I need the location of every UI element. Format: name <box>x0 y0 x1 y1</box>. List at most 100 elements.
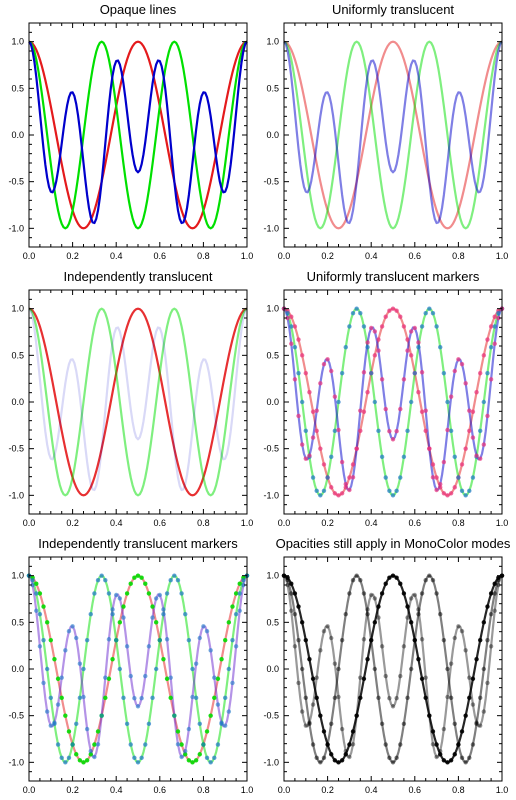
data-point <box>394 428 399 434</box>
data-point <box>197 635 202 641</box>
data-point <box>365 607 370 612</box>
data-point <box>223 723 228 728</box>
data-point <box>379 721 385 727</box>
data-point <box>314 755 319 760</box>
data-point <box>467 488 472 493</box>
y-tick-label: 0.0 <box>266 664 279 674</box>
data-point <box>419 637 425 642</box>
data-point <box>354 446 359 451</box>
data-point <box>314 695 319 701</box>
data-point <box>70 624 75 629</box>
series-line-3 <box>28 308 248 492</box>
data-point <box>332 695 338 701</box>
data-point <box>318 760 323 765</box>
data-point <box>237 591 242 596</box>
data-point <box>121 604 126 609</box>
data-point <box>347 742 352 747</box>
data-point <box>347 487 352 493</box>
data-point <box>423 675 428 680</box>
data-point <box>419 324 425 329</box>
data-point <box>470 409 476 414</box>
x-tick-label: 1.0 <box>241 251 254 261</box>
data-point <box>285 311 290 316</box>
data-point <box>361 676 367 681</box>
data-point <box>423 408 428 413</box>
data-point <box>401 644 407 649</box>
data-point <box>81 760 86 765</box>
y-tick-label: 0.5 <box>11 83 24 93</box>
data-point <box>350 311 356 316</box>
data-point <box>128 581 133 586</box>
data-point <box>183 752 188 757</box>
data-point <box>30 578 35 583</box>
data-point <box>441 758 447 763</box>
data-point <box>405 428 410 434</box>
data-point <box>204 628 210 634</box>
data-point <box>307 453 312 458</box>
data-point <box>237 581 242 586</box>
data-point <box>310 676 316 681</box>
data-point <box>212 675 217 680</box>
data-point <box>321 755 327 760</box>
x-tick-label: 0.2 <box>66 251 79 261</box>
data-point <box>394 488 399 493</box>
series-line-1 <box>283 307 503 497</box>
data-point <box>179 591 184 596</box>
y-tick-label: -1.0 <box>263 490 279 500</box>
data-point <box>88 611 93 617</box>
y-tick-label: 0.5 <box>266 83 279 93</box>
data-point <box>310 702 316 707</box>
data-point <box>387 428 392 434</box>
chart-panel-4: Uniformly translucent markers 0.0 0.2 0.4 0.… <box>263 269 508 528</box>
data-point <box>361 370 367 375</box>
data-point <box>285 582 290 588</box>
x-tick-label: 0.4 <box>110 518 123 528</box>
data-point <box>139 695 144 701</box>
data-point <box>77 661 83 666</box>
data-point <box>358 311 363 316</box>
data-point <box>463 381 468 386</box>
data-point <box>103 578 108 583</box>
data-point <box>405 695 410 701</box>
data-point <box>139 575 144 580</box>
data-point <box>427 713 432 718</box>
data-point <box>285 315 290 321</box>
x-tick-label: 0.6 <box>409 518 422 528</box>
data-point <box>427 573 432 578</box>
data-point <box>208 760 213 765</box>
data-point <box>150 615 155 620</box>
data-point <box>434 324 439 329</box>
data-point <box>81 666 86 672</box>
y-tick-label: 0.0 <box>266 397 279 407</box>
data-point <box>74 752 79 757</box>
series-line-1 <box>28 307 248 497</box>
data-point <box>157 592 162 598</box>
data-point <box>347 754 352 760</box>
data-point <box>172 713 177 718</box>
data-point <box>448 491 454 496</box>
data-point <box>146 591 152 596</box>
plot-frame <box>28 289 248 515</box>
data-point <box>332 428 338 434</box>
chart-panel-5: Independently translucent markers 0.0 0.2 0… <box>8 536 253 795</box>
x-tick-label: 0.0 <box>278 251 291 261</box>
data-point <box>387 575 392 580</box>
data-point <box>416 657 421 662</box>
x-tick-label: 1.0 <box>241 785 254 795</box>
data-point <box>303 456 308 461</box>
data-point <box>84 758 90 763</box>
series-markers-3 <box>26 573 250 760</box>
data-point <box>419 370 425 375</box>
data-point <box>193 661 199 666</box>
data-point <box>321 488 327 493</box>
data-point <box>110 611 115 617</box>
data-point <box>325 357 330 362</box>
data-point <box>143 581 148 586</box>
data-point <box>383 742 388 747</box>
data-point <box>485 637 490 643</box>
y-tick-label: 1.0 <box>11 304 24 314</box>
data-point <box>343 481 348 487</box>
data-point <box>387 488 392 493</box>
data-point <box>441 726 447 732</box>
y-tick-label: 1.0 <box>11 571 24 581</box>
